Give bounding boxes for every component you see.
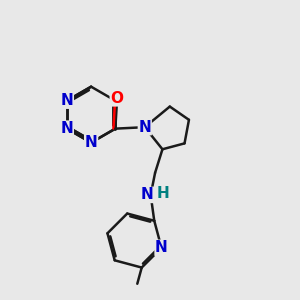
Text: H: H bbox=[157, 186, 169, 201]
Text: O: O bbox=[110, 91, 123, 106]
Text: N: N bbox=[138, 120, 151, 135]
Text: N: N bbox=[155, 240, 168, 255]
Text: N: N bbox=[61, 93, 73, 108]
Text: N: N bbox=[61, 121, 73, 136]
Text: N: N bbox=[141, 188, 154, 202]
Text: N: N bbox=[85, 135, 98, 150]
